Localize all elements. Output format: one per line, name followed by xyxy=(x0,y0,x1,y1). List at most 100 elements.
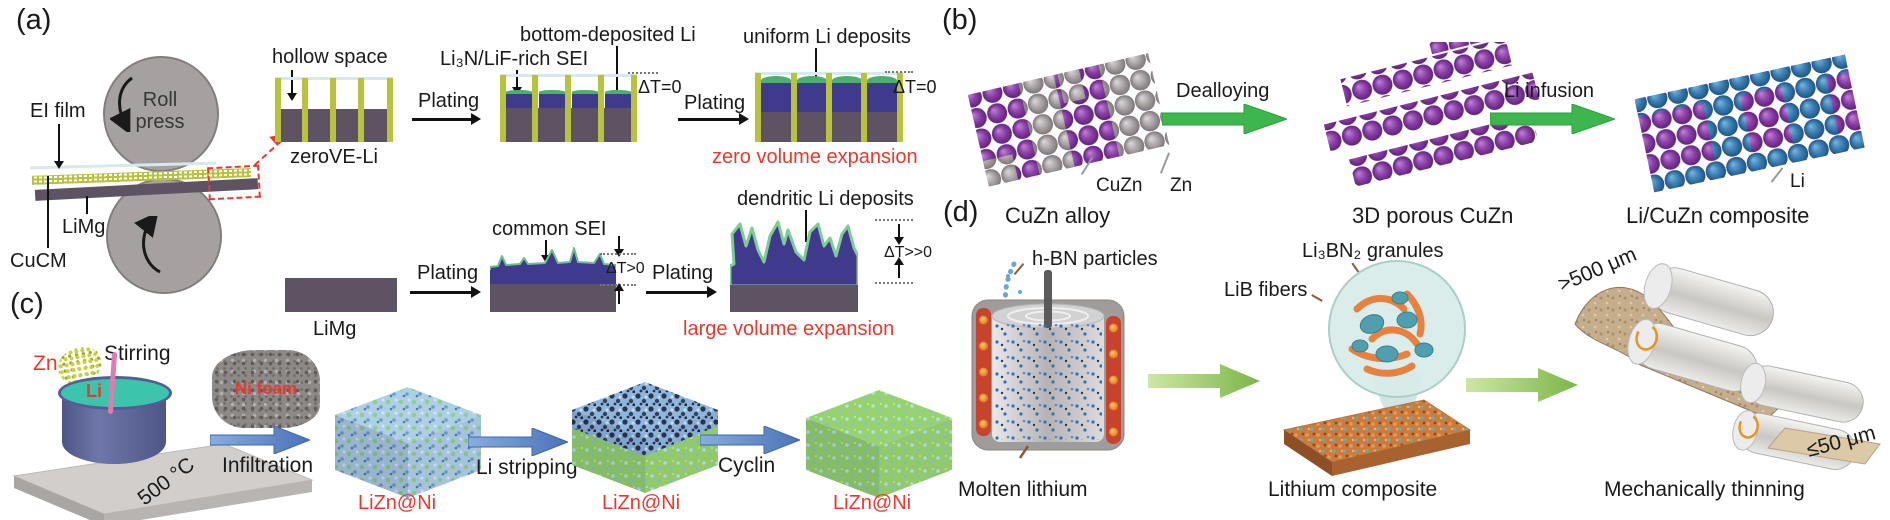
cycling-arrow xyxy=(700,426,800,454)
ei-film-pointer xyxy=(54,124,64,169)
rolling-mill xyxy=(1574,263,1881,470)
li-cuzn-caption: Li/CuZn composite xyxy=(1626,203,1810,228)
zerove-li-diagram xyxy=(275,77,393,142)
li-infusion-arrow xyxy=(1490,104,1615,134)
lizn-cube-3 xyxy=(806,390,952,498)
plated-li-layer xyxy=(490,270,616,285)
large-volume-label: large volume expansion xyxy=(683,318,895,340)
zero-volume-label: zero volume expansion xyxy=(712,146,918,168)
lithium-composite-slab xyxy=(1282,399,1472,476)
lib-fibers-label: LiB fibers xyxy=(1224,279,1308,301)
cucm-label: CuCM xyxy=(10,250,67,272)
rotation-arrow-icon xyxy=(134,216,161,274)
sei-rich-label: Li₃N/LiF-rich SEI xyxy=(440,48,589,70)
dim-arrow xyxy=(614,236,624,257)
hollow-space-pointer xyxy=(287,70,297,101)
rotation-arrow-icon xyxy=(110,76,133,132)
panel-b-label: (b) xyxy=(942,4,978,36)
bottom-deposited-label: bottom-deposited Li xyxy=(520,24,696,46)
zn-label: Zn xyxy=(1170,175,1193,196)
ni-foam-block: Ni foam xyxy=(212,350,320,428)
cuzn-alloy-caption: CuZn alloy xyxy=(1005,203,1111,228)
cuzn-alloy-cluster xyxy=(967,53,1170,187)
dendritic-label: dendritic Li deposits xyxy=(737,188,914,210)
mechanically-thinning-label: Mechanically thinning xyxy=(1604,478,1805,501)
dim-dotline xyxy=(875,219,913,221)
plating-label: Plating xyxy=(684,92,746,114)
common-sei-pointer xyxy=(541,240,551,263)
hbn-label: h-BN particles xyxy=(1032,248,1158,270)
lizn-cube-2 xyxy=(572,382,718,493)
plating-arrow xyxy=(678,113,749,124)
panel-c-label: (c) xyxy=(10,288,44,320)
lizn-label: LiZn@Ni xyxy=(833,492,912,514)
dim-arrow xyxy=(894,257,904,278)
plating-label: Plating xyxy=(652,262,714,284)
uniform-plated-diagram xyxy=(755,72,903,142)
limg-base xyxy=(490,284,616,312)
plating-label: Plating xyxy=(418,90,480,112)
lizn-cube-1 xyxy=(335,387,481,498)
roll-press-bottom-roller xyxy=(106,178,222,294)
dealloying-arrow xyxy=(1162,104,1287,134)
limg-foil xyxy=(285,278,397,312)
li-cuzn-composite-cluster xyxy=(1634,54,1865,193)
ni-foam-label: Ni foam xyxy=(234,379,298,398)
lizn-label: LiZn@Ni xyxy=(602,492,681,514)
infiltration-label: Infiltration xyxy=(222,454,314,477)
plating-arrow xyxy=(412,113,481,124)
li3bn2-label: Li₃BN₂ granules xyxy=(1302,240,1444,262)
stirring-label: Stirring xyxy=(104,342,171,365)
li-infusion-label: Li infusion xyxy=(1504,80,1595,102)
plating-arrow xyxy=(410,286,481,297)
dt-gt0-label: ΔT>0 xyxy=(606,260,645,277)
dim-dotline xyxy=(600,253,636,255)
dt-gg0-label: ΔT>>0 xyxy=(884,244,933,261)
common-sei-label: common SEI xyxy=(492,218,607,240)
ei-film-label: EI film xyxy=(30,100,86,122)
limg-foil-label: LiMg xyxy=(313,318,357,340)
limg-label: LiMg xyxy=(62,216,106,238)
porous-cuzn-caption: 3D porous CuZn xyxy=(1352,203,1514,228)
cycling-label: Cyclin xyxy=(718,454,776,477)
uniform-deposits-label: uniform Li deposits xyxy=(743,26,911,48)
dim-arrow xyxy=(614,283,624,304)
dendritic-pointer xyxy=(805,210,807,242)
roll-press-label: Roll press xyxy=(135,89,185,133)
limg-base xyxy=(730,285,858,312)
zn-label: Zn xyxy=(33,352,58,375)
uniform-deposits-pointer xyxy=(815,48,817,90)
zoom-region-box xyxy=(207,164,261,201)
hot-plate xyxy=(12,443,314,520)
zerove-li-label: zeroVE-Li xyxy=(290,146,378,168)
plated-diagram xyxy=(500,74,637,142)
lithium-composite-label: Lithium composite xyxy=(1268,478,1438,501)
infiltration-arrow xyxy=(210,426,310,454)
li-stripping-label: Li stripping xyxy=(476,456,578,479)
panel-a-label: (a) xyxy=(16,4,52,36)
cucm-pointer xyxy=(47,176,49,248)
hollow-space-label: hollow space xyxy=(272,46,388,68)
limg-pointer xyxy=(86,196,88,214)
plating-arrow xyxy=(646,286,717,297)
li-label: Li xyxy=(86,381,102,401)
dt0-label: ΔT=0 xyxy=(893,77,937,97)
dim-arrow xyxy=(894,224,904,245)
ref-dotline xyxy=(628,72,658,74)
porous-cuzn-cluster xyxy=(1323,42,1540,187)
li-stripping-arrow xyxy=(468,428,568,456)
melting-crucible xyxy=(971,261,1125,459)
small-dendrites xyxy=(490,247,616,272)
molten-lithium-label: Molten lithium xyxy=(958,478,1088,501)
process-arrow xyxy=(1148,364,1260,398)
plating-label: Plating xyxy=(417,262,479,284)
large-dendrites xyxy=(730,220,858,286)
cuzn-label: CuZn xyxy=(1096,175,1143,196)
li-label: Li xyxy=(1790,171,1805,192)
dim-dotline xyxy=(875,282,913,284)
dt0-label: ΔT=0 xyxy=(638,77,682,97)
dealloying-label: Dealloying xyxy=(1176,80,1270,102)
process-arrow xyxy=(1466,368,1578,402)
lizn-label: LiZn@Ni xyxy=(358,492,437,514)
